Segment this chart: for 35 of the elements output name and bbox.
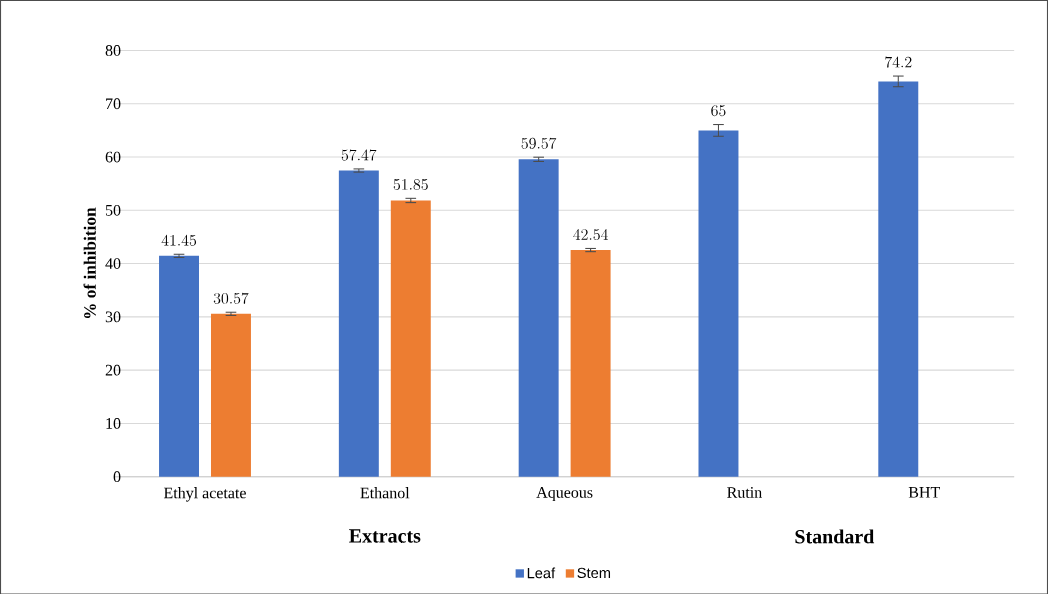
bar [570, 249, 611, 477]
y-tick-label: 0 [113, 471, 121, 482]
y-tick-label: 10 [106, 417, 121, 429]
bar [338, 170, 379, 477]
data-label: 51 .85 [393, 178, 428, 190]
y-tick-label: 80 [105, 44, 121, 56]
legend-label: Leaf [527, 567, 556, 579]
y-axis-title: % of inhibition [83, 207, 96, 318]
data-label: 57.47 [341, 149, 377, 161]
bar [518, 159, 559, 477]
y-tick-label: 40 [105, 257, 121, 269]
y-tick-label: 60 [105, 151, 121, 163]
text: Standard [795, 529, 875, 544]
y-tick-label: 30 [105, 311, 121, 323]
bar [878, 81, 919, 477]
bar [390, 200, 431, 477]
data-label: 42.54 [573, 228, 608, 240]
data-label: 41 .45 [161, 234, 197, 246]
y-tick-label: 50 [105, 204, 121, 216]
y-tick-label: 20 [105, 364, 121, 376]
data-label: 65 [711, 104, 726, 116]
x-tick-label: BHT [908, 486, 940, 498]
x-tick-label: Ethanol [360, 486, 410, 499]
x-tick-label: Rutin [727, 486, 762, 498]
x-tick-label: Ethyl acetate [163, 486, 246, 502]
x-tick-label: Aqueous [536, 486, 593, 501]
text: Extracts [349, 529, 421, 543]
bar [698, 130, 739, 477]
data-label: 59.57 [521, 137, 557, 149]
y-tick-label: 70 [106, 98, 121, 109]
data-label: 30.57 [213, 292, 249, 304]
bar [159, 255, 199, 477]
legend-label: Stem [577, 567, 611, 578]
data-label: 74.2 [885, 56, 912, 68]
bar [210, 313, 251, 477]
